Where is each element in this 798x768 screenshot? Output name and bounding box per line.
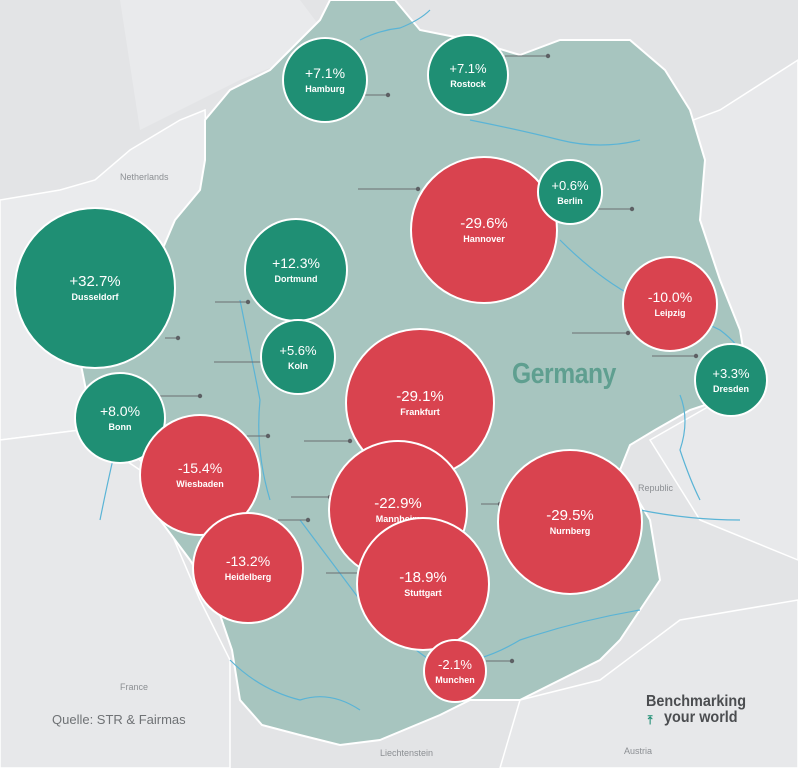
country-name: Germany <box>512 358 616 390</box>
bubble-dusseldorf <box>14 207 176 369</box>
change-label-heidelberg: -13.2% <box>226 553 270 569</box>
city-bubbles: +7.1% Hamburg +7.1% Rostock -29.6% Hannover +0… <box>14 34 768 703</box>
change-label-dresden: +3.3% <box>712 366 750 381</box>
change-label-koln: +5.6% <box>279 343 317 358</box>
city-bubble-frankfurt: -29.1% Frankfurt <box>345 328 495 478</box>
location-dot-heidelberg <box>305 517 311 523</box>
city-bubble-bonn: +8.0% Bonn <box>74 372 166 464</box>
city-label-nurnberg: Nurnberg <box>550 526 591 536</box>
city-label-berlin: Berlin <box>557 196 583 206</box>
city-label-heidelberg: Heidelberg <box>225 572 272 582</box>
city-bubble-dusseldorf: +32.7% Dusseldorf <box>14 207 176 369</box>
bubble-hamburg <box>282 37 368 123</box>
city-bubble-koln: +5.6% Koln <box>260 319 336 395</box>
city-label-bonn: Bonn <box>109 422 132 432</box>
city-bubble-berlin: +0.6% Berlin <box>537 159 603 225</box>
change-label-nurnberg: -29.5% <box>546 507 594 524</box>
city-bubble-nurnberg: -29.5% Nurnberg <box>497 449 643 595</box>
bubble-hannover <box>410 156 558 304</box>
bubble-koln <box>260 319 336 395</box>
city-label-dusseldorf: Dusseldorf <box>71 292 119 302</box>
city-bubble-stuttgart: -18.9% Stuttgart <box>356 517 490 651</box>
location-dot-wiesbaden <box>265 433 271 439</box>
location-dot-rostock <box>545 53 551 59</box>
change-label-dortmund: +12.3% <box>272 255 320 271</box>
brand-line2: your world <box>664 709 738 726</box>
change-label-frankfurt: -29.1% <box>396 388 444 405</box>
change-label-mannheim: -22.9% <box>374 495 422 512</box>
city-bubble-hannover: -29.6% Hannover <box>410 156 558 304</box>
brand-logo: Benchmarking ⤒ your world <box>646 693 747 728</box>
change-label-wiesbaden: -15.4% <box>178 460 222 476</box>
city-label-hamburg: Hamburg <box>305 84 345 94</box>
bubble-nurnberg <box>497 449 643 595</box>
change-label-hannover: -29.6% <box>460 215 508 232</box>
change-label-dusseldorf: +32.7% <box>69 273 120 290</box>
city-label-wiesbaden: Wiesbaden <box>176 479 223 489</box>
change-label-rostock: +7.1% <box>449 61 487 76</box>
city-bubble-rostock: +7.1% Rostock <box>427 34 509 116</box>
bubble-bonn <box>74 372 166 464</box>
city-label-hannover: Hannover <box>463 234 505 244</box>
bubble-dresden <box>694 343 768 417</box>
city-bubble-dortmund: +12.3% Dortmund <box>244 218 348 322</box>
bubble-heidelberg <box>192 512 304 624</box>
bubble-leipzig <box>622 256 718 352</box>
city-label-munchen: Munchen <box>435 675 475 685</box>
label-france: France <box>120 682 148 692</box>
change-label-stuttgart: -18.9% <box>399 569 447 586</box>
label-austria: Austria <box>624 746 652 756</box>
change-label-hamburg: +7.1% <box>305 65 345 81</box>
location-dot-dresden <box>693 353 699 359</box>
city-bubble-wiesbaden: -15.4% Wiesbaden <box>139 414 261 536</box>
city-bubble-munchen: -2.1% Munchen <box>423 639 487 703</box>
bubble-stuttgart <box>356 517 490 651</box>
city-bubble-dresden: +3.3% Dresden <box>694 343 768 417</box>
change-label-bonn: +8.0% <box>100 403 140 419</box>
bubble-berlin <box>537 159 603 225</box>
city-label-stuttgart: Stuttgart <box>404 588 442 598</box>
arrow-up-icon: ⤒ <box>647 713 653 727</box>
label-republic: Republic <box>638 483 674 493</box>
brand-line1: Benchmarking <box>646 693 747 710</box>
city-label-koln: Koln <box>288 361 308 371</box>
change-label-leipzig: -10.0% <box>648 289 692 305</box>
location-dot-leipzig <box>625 330 631 336</box>
location-dot-hannover <box>415 186 421 192</box>
city-label-dresden: Dresden <box>713 384 749 394</box>
city-bubble-leipzig: -10.0% Leipzig <box>622 256 718 352</box>
label-netherlands: Netherlands <box>120 172 169 182</box>
location-dot-berlin <box>629 206 635 212</box>
change-label-berlin: +0.6% <box>551 178 589 193</box>
location-dot-frankfurt <box>347 438 353 444</box>
location-dot-dusseldorf <box>175 335 181 341</box>
city-label-dortmund: Dortmund <box>275 274 318 284</box>
city-bubble-hamburg: +7.1% Hamburg <box>282 37 368 123</box>
city-label-rostock: Rostock <box>450 79 487 89</box>
location-dot-hamburg <box>385 92 391 98</box>
city-label-leipzig: Leipzig <box>655 308 686 318</box>
location-dot-bonn <box>197 393 203 399</box>
location-dot-munchen <box>509 658 515 664</box>
bubble-rostock <box>427 34 509 116</box>
change-label-munchen: -2.1% <box>438 657 472 672</box>
label-liechtenstein: Liechtenstein <box>380 748 433 758</box>
source-credit: Quelle: STR & Fairmas <box>52 712 186 727</box>
city-label-mannheim: Mannheim <box>376 514 421 524</box>
bubble-wiesbaden <box>139 414 261 536</box>
city-bubble-heidelberg: -13.2% Heidelberg <box>192 512 304 624</box>
city-label-frankfurt: Frankfurt <box>400 407 440 417</box>
location-dot-dortmund <box>245 299 251 305</box>
bubble-munchen <box>423 639 487 703</box>
